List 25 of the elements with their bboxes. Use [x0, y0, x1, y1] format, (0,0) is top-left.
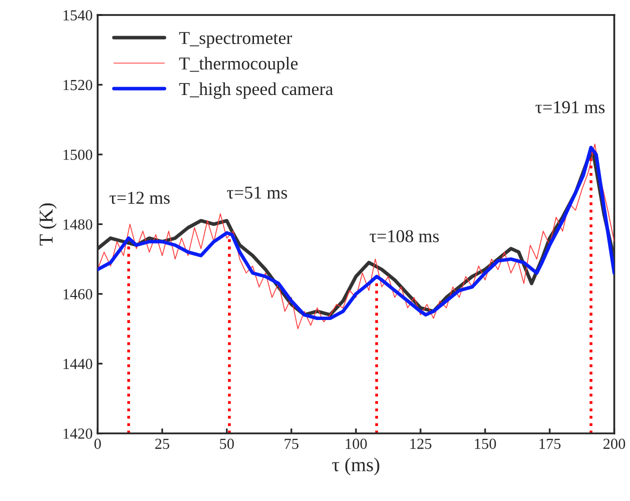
y-tick-label: 1440	[64, 358, 92, 370]
y-tick-label: 1480	[64, 219, 92, 230]
x-tick-label: 25	[155, 438, 170, 449]
y-tick-label: 1540	[64, 10, 92, 20]
x-tick-label: 150	[474, 438, 496, 449]
x-tick-label: 75	[284, 438, 298, 449]
x-tick-label: 50	[220, 438, 234, 449]
x-axis-title: τ (ms)	[332, 458, 380, 476]
annotation: τ=51 ms	[227, 186, 288, 199]
legend-label: T_high speed camera	[179, 82, 334, 99]
y-tick-label: 1520	[64, 80, 92, 90]
legend-label: T_thermocouple	[179, 56, 298, 74]
annotation: τ=191 ms	[536, 101, 605, 114]
x-tick-label: 175	[540, 438, 561, 449]
x-tick-label: 100	[346, 438, 367, 449]
y-tick-label: 1460	[64, 289, 92, 300]
y-axis-title: T (K)	[39, 203, 57, 246]
annotation: τ=12 ms	[110, 192, 170, 204]
legend-label: T_spectrometer	[179, 32, 292, 48]
y-tick-label: 1500	[64, 150, 92, 160]
annotation: τ=108 ms	[370, 230, 439, 242]
x-tick-label: 0	[94, 438, 101, 449]
x-tick-label: 200	[603, 438, 626, 449]
y-tick-label: 1420	[64, 428, 92, 439]
x-tick-label: 125	[410, 438, 432, 449]
